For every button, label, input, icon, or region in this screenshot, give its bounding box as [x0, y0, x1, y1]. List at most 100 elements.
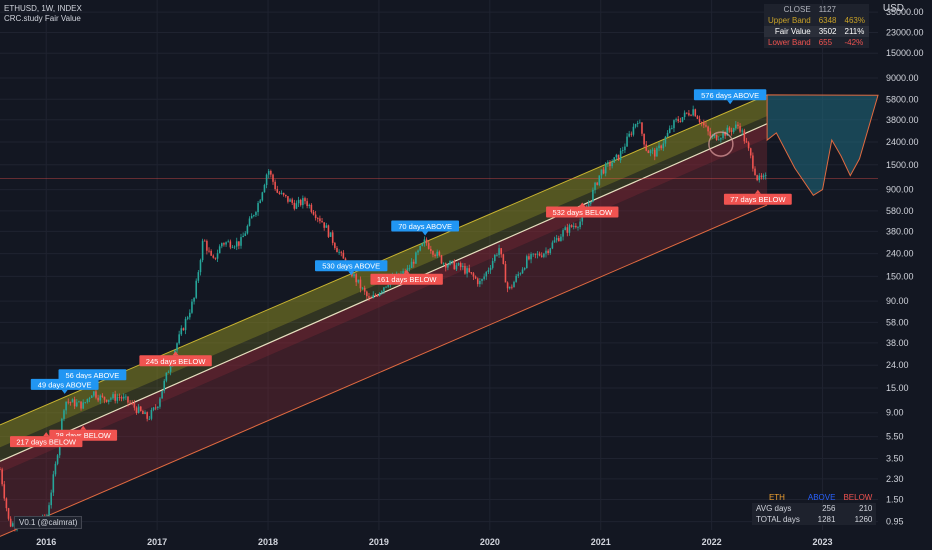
y-tick-label: 9000.00 — [886, 73, 919, 83]
info-row: Upper Band 6348 463% — [764, 15, 869, 26]
candle-body — [508, 286, 511, 289]
candle-body — [566, 227, 569, 233]
candle-body — [476, 278, 479, 285]
candle-body — [289, 199, 291, 202]
below-days-label[interactable]: 77 days BELOW — [723, 189, 792, 205]
candle-body — [278, 192, 281, 194]
candle-body — [656, 148, 658, 157]
info-label: Lower Band — [768, 38, 811, 47]
below-days-label[interactable]: 245 days BELOW — [139, 351, 212, 367]
candle-body — [587, 203, 590, 209]
info-label: CLOSE — [783, 5, 811, 14]
candle-body — [479, 280, 481, 285]
label-text: 28 days BELOW — [55, 431, 111, 440]
candle-body — [653, 149, 656, 157]
stats-header-cell: BELOW — [843, 493, 873, 502]
x-axis: 2016 2017 2018 2019 2020 2021 2022 2023 — [36, 537, 832, 547]
candle-body — [225, 242, 227, 245]
candle-body — [242, 235, 244, 238]
candle-body — [52, 474, 55, 493]
candle-body — [730, 130, 733, 132]
candle-body — [526, 256, 528, 269]
candle-body — [447, 264, 449, 268]
below-days-label[interactable]: 161 days BELOW — [370, 269, 443, 285]
candle-body — [570, 225, 573, 227]
candle-body — [246, 225, 249, 234]
study-title[interactable]: CRC.study Fair Value — [4, 14, 81, 23]
candle-body — [681, 117, 684, 122]
fair-value-bands — [0, 94, 878, 537]
candle-body — [760, 175, 763, 178]
candle-body — [310, 204, 313, 212]
below-days-label[interactable]: 532 days BELOW — [546, 202, 619, 218]
candle-body — [302, 198, 304, 206]
candle-body — [649, 150, 652, 154]
label-text: 576 days ABOVE — [701, 91, 759, 100]
candle-body — [99, 395, 102, 401]
candle-body — [677, 119, 680, 122]
candle-body — [368, 296, 370, 298]
stats-label: AVG days — [756, 504, 792, 513]
candle-body — [184, 318, 187, 331]
candle-body — [564, 227, 566, 231]
below-days-label[interactable]: 217 days BELOW — [10, 432, 83, 448]
candle-body — [250, 215, 253, 219]
candle-body — [0, 469, 1, 471]
candle-body — [432, 251, 434, 255]
y-tick-label: 1.50 — [886, 495, 904, 505]
candle-body — [717, 139, 720, 141]
candle-body — [630, 133, 633, 135]
candle-body — [609, 162, 611, 167]
y-tick-label: 58.00 — [886, 317, 909, 327]
x-tick-label: 2021 — [591, 537, 611, 547]
candle-body — [621, 150, 624, 151]
candle-body — [214, 257, 217, 259]
candle-body — [617, 154, 620, 161]
label-text: 532 days BELOW — [552, 208, 613, 217]
x-tick-label: 2018 — [258, 537, 278, 547]
candle-body — [462, 265, 464, 268]
candle-body — [743, 130, 746, 142]
candle-body — [178, 334, 180, 344]
above-days-label[interactable]: 530 days ABOVE — [315, 260, 388, 276]
candle-body — [756, 175, 758, 181]
symbol-title[interactable]: ETHUSD, 1W, INDEX — [4, 4, 82, 13]
candle-body — [696, 116, 699, 119]
y-tick-label: 5800.00 — [886, 94, 919, 104]
candle-body — [647, 150, 650, 154]
candle-body — [127, 396, 129, 403]
candle-body — [664, 136, 667, 144]
candle-body — [504, 264, 507, 283]
candle-body — [355, 274, 357, 283]
candle-body — [741, 130, 744, 132]
version-label: V0.1 (@calmrat) — [14, 516, 83, 529]
candle-body — [498, 248, 500, 255]
candle-body — [154, 407, 157, 409]
candle-body — [82, 402, 84, 409]
y-tick-label: 380.00 — [886, 226, 914, 236]
above-days-label[interactable]: 49 days ABOVE — [30, 378, 99, 394]
y-tick-label: 580.00 — [886, 206, 914, 216]
candle-body — [167, 371, 170, 373]
candle-body — [314, 214, 317, 219]
candle-body — [747, 142, 750, 149]
info-value: 6348 — [818, 16, 837, 25]
above-days-label[interactable]: 70 days ABOVE — [391, 220, 460, 236]
candle-body — [195, 280, 198, 298]
candle-body — [210, 250, 212, 256]
candle-body — [50, 492, 52, 506]
projection-shape — [766, 94, 879, 196]
candle-body — [105, 399, 108, 403]
candle-body — [93, 391, 95, 396]
y-tick-label: 35000.00 — [886, 7, 924, 17]
label-pointer — [348, 271, 355, 276]
candle-body — [415, 252, 417, 264]
candle-body — [457, 263, 460, 266]
candle-body — [238, 241, 240, 246]
stats-below: 210 — [859, 504, 873, 513]
above-days-label[interactable]: 576 days ABOVE — [693, 89, 767, 105]
candle-body — [592, 189, 594, 202]
candle-body — [660, 145, 662, 149]
label-pointer — [579, 202, 586, 207]
